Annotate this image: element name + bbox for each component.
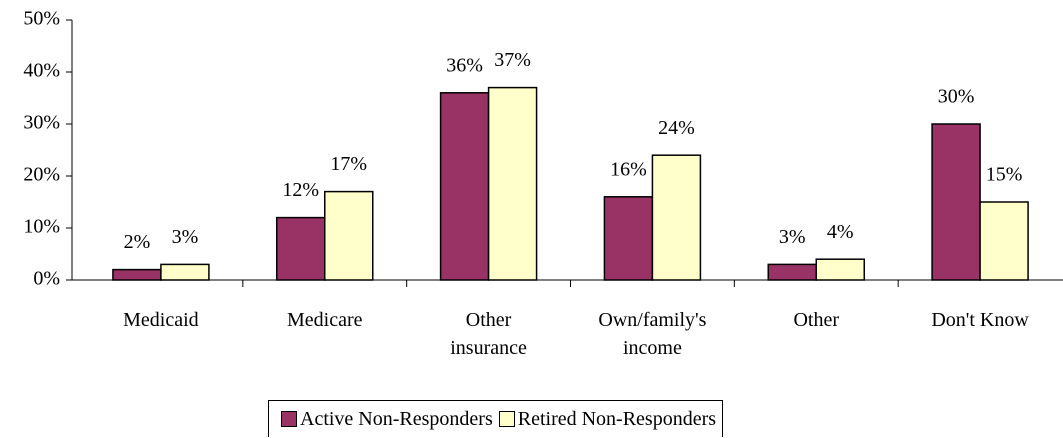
legend-swatch [281,411,297,427]
x-tick-label: Other insurance [450,309,527,359]
x-tick-label: Medicaid [123,309,199,331]
data-label: 24% [658,117,695,139]
bar [651,154,702,281]
y-tick-label: 0% [33,268,60,290]
bar [324,190,374,281]
legend: Active Non-Responders Retired Non-Respond… [268,400,724,437]
bar [439,92,490,281]
x-tick-label: Other [793,309,840,331]
data-label: 37% [494,49,531,71]
data-label: 3% [779,226,806,248]
bar [603,196,654,281]
data-label: 15% [986,164,1023,186]
bar [931,123,981,281]
y-tick-label: 50% [23,8,60,30]
legend-swatch [498,411,515,427]
y-tick-label: 20% [23,164,60,186]
bar [276,216,326,281]
bar [112,268,162,281]
data-label: 36% [446,54,483,76]
y-tick-label: 30% [23,112,60,134]
data-label: 12% [282,179,319,201]
y-tick-label: 40% [23,60,60,82]
data-label: 17% [330,153,367,175]
x-tick-label: Don't Know [931,309,1029,331]
data-label: 30% [938,86,975,108]
x-tick-label: Own/family's income [598,309,707,359]
data-label: 3% [172,226,199,248]
data-label: 16% [610,158,647,180]
data-label: 2% [124,231,151,253]
y-tick-label: 10% [23,216,60,238]
bar [487,86,538,281]
bar [979,201,1029,281]
data-label: 4% [827,221,854,243]
legend-label: Active Non-Responders [300,407,493,430]
legend-label: Retired Non-Responders [517,407,717,430]
x-tick-label: Medicare [286,309,363,331]
bar [160,263,210,281]
bar [815,258,865,281]
bar [767,263,817,281]
